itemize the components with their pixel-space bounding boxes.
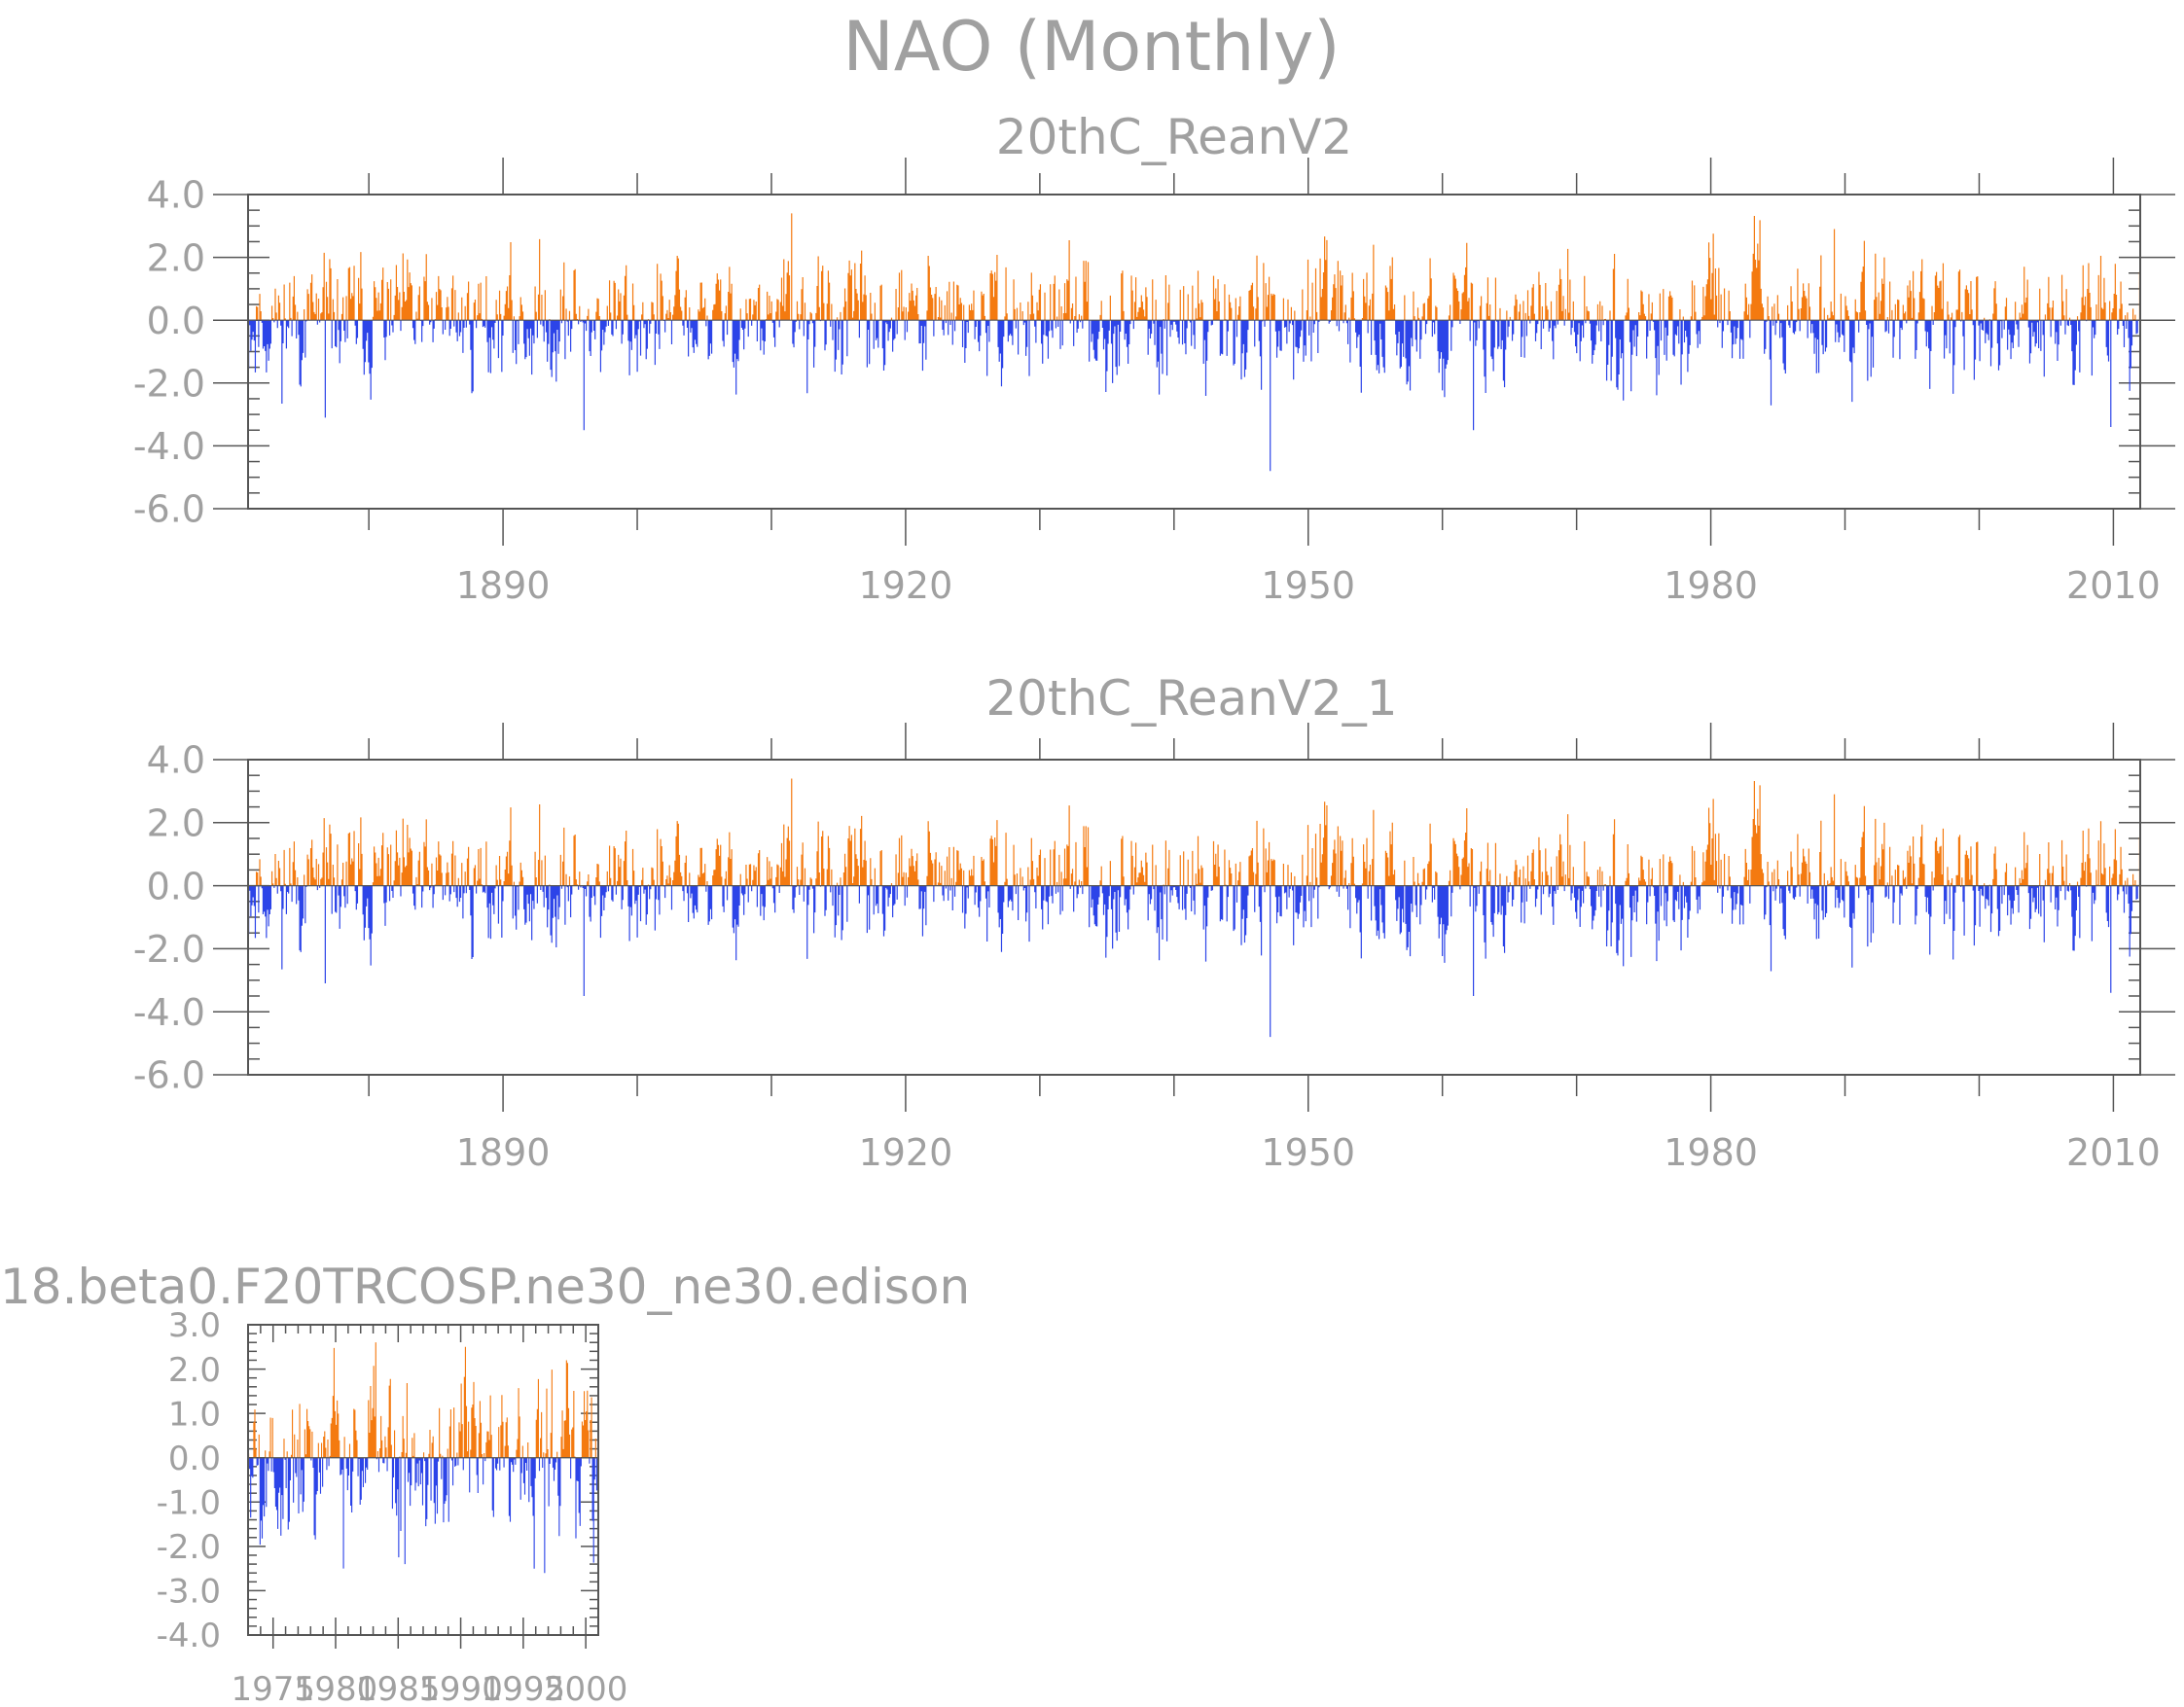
bar-series <box>248 778 2141 1038</box>
x-tick-label: 1975 <box>231 1670 315 1707</box>
y-axis: 4.0 2.0 0.0 -2.0 -4.0 -6.0 <box>133 739 2175 1097</box>
plot-frame <box>247 759 2141 1076</box>
x-tick-label: 1995 <box>482 1670 566 1707</box>
plot-frame <box>247 194 2141 510</box>
x-tick-label: 1980 <box>294 1670 378 1707</box>
y-tick-label: -2.0 <box>133 362 205 405</box>
x-tick-label: 1985 <box>356 1670 441 1707</box>
x-axis: 1890 1920 1950 1980 2010 <box>368 158 2161 607</box>
y-tick-label: -2.0 <box>133 928 205 971</box>
x-tick-label: 1920 <box>859 1131 953 1174</box>
chart-panel-edison: 18.beta0.F20TRCOSP.ne30_ne30.edison 3.0 2… <box>0 1259 970 1707</box>
y-tick-label: 2.0 <box>147 236 205 279</box>
panel-title: 20thC_ReanV2_1 <box>985 670 1397 727</box>
y-tick-label: -3.0 <box>157 1573 221 1612</box>
negative-bars <box>248 885 2139 1038</box>
bar-series <box>248 1342 599 1574</box>
y-axis: 4.0 2.0 0.0 -2.0 -4.0 -6.0 <box>133 174 2175 531</box>
x-tick-label: 2010 <box>2066 1131 2161 1174</box>
x-tick-label: 1950 <box>1261 1131 1355 1174</box>
y-tick-label: -6.0 <box>133 1054 205 1097</box>
x-tick-label: 1950 <box>1261 564 1355 607</box>
y-tick-label: -4.0 <box>133 425 205 468</box>
y-tick-label: 0.0 <box>168 1440 221 1478</box>
panel-title: 18.beta0.F20TRCOSP.ne30_ne30.edison <box>0 1259 970 1315</box>
x-axis: 1890 1920 1950 1980 2010 <box>368 723 2161 1174</box>
negative-bars <box>248 320 2139 472</box>
figure-title: NAO (Monthly) <box>842 7 1340 87</box>
negative-bars <box>249 1457 597 1574</box>
bar-series <box>248 213 2141 472</box>
x-tick-label: 1920 <box>859 564 953 607</box>
chart-panel-20thc-reanv2: 20thC_ReanV2 4.02.00.0-2.0-4.0-6.0 1890 1… <box>133 109 2175 607</box>
y-tick-label: 0.0 <box>147 865 205 907</box>
y-tick-label: -1.0 <box>157 1484 221 1523</box>
x-tick-label: 1890 <box>456 1131 551 1174</box>
y-tick-label: 2.0 <box>147 801 205 844</box>
x-tick-label: 1980 <box>1664 1131 1758 1174</box>
y-tick-label: 4.0 <box>147 174 205 217</box>
x-tick-label: 1890 <box>456 564 551 607</box>
y-tick-label: 1.0 <box>168 1395 221 1434</box>
y-tick-label: 4.0 <box>147 739 205 782</box>
positive-bars <box>255 778 2141 886</box>
x-tick-label: 2000 <box>544 1670 628 1707</box>
x-tick-label: 1990 <box>418 1670 503 1707</box>
positive-bars <box>248 1342 599 1458</box>
plot-frame <box>247 1324 599 1636</box>
y-tick-label: -2.0 <box>157 1528 221 1567</box>
positive-bars <box>255 213 2141 321</box>
chart-panel-20thc-reanv2-1: 20thC_ReanV2_1 4.0 2.0 0.0 -2.0 -4.0 -6.0 189… <box>133 670 2175 1174</box>
x-tick-label: 2010 <box>2066 564 2161 607</box>
y-tick-label: -6.0 <box>133 488 205 531</box>
y-tick-label: 3.0 <box>168 1306 221 1345</box>
y-tick-label: 0.0 <box>147 300 205 342</box>
y-tick-label: 2.0 <box>168 1351 221 1390</box>
x-tick-label: 1980 <box>1664 564 1758 607</box>
y-tick-label: -4.0 <box>157 1617 221 1655</box>
panel-title: 20thC_ReanV2 <box>996 109 1352 165</box>
y-tick-label: -4.0 <box>133 991 205 1034</box>
y-axis: 3.0 2.0 1.0 0.0 -1.0 -2.0 -3.0 -4.0 <box>157 1306 598 1655</box>
